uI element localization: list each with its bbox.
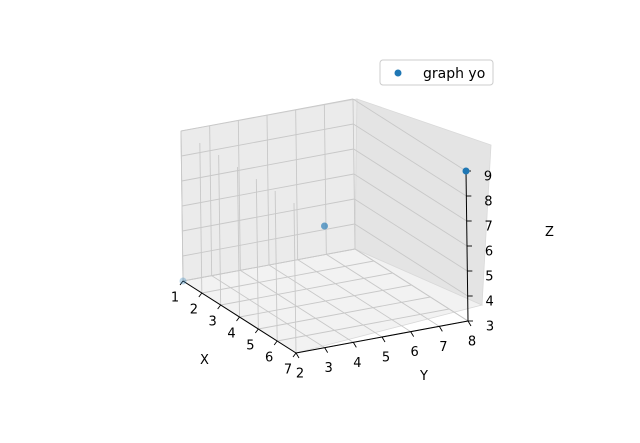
z-tick-label: 3	[486, 320, 494, 335]
grid-line-x-back	[274, 190, 278, 342]
grid-line-z-back-x	[180, 98, 354, 132]
y-tick-label: 3	[325, 361, 333, 376]
grid-line-z-back-x	[181, 148, 354, 182]
z-tick-label: 7	[485, 220, 493, 235]
y-tick-mark	[324, 347, 329, 353]
grid-line-y-floor	[211, 275, 325, 349]
x-tick-mark	[179, 280, 184, 286]
grid-line-z-back-y	[353, 148, 467, 222]
x-tick-label: 4	[227, 327, 235, 342]
y-tick-label: 5	[382, 351, 390, 366]
grid-line-z-back-x	[182, 198, 355, 232]
data-points	[179, 167, 470, 285]
y-tick-label: 4	[353, 356, 361, 371]
grid-line-y-floor	[297, 259, 411, 333]
grid-line-x-back	[237, 166, 240, 318]
y-tick-mark	[467, 320, 472, 327]
y-tick-label: 2	[296, 367, 304, 382]
z-axis-label: Z	[545, 225, 554, 240]
grid-line-x-back	[293, 202, 297, 354]
z-tick-label: 5	[485, 270, 493, 285]
grid-line-z-back-x	[182, 248, 356, 282]
x-axis-label: X	[200, 353, 209, 368]
x-tick-label: 3	[209, 315, 217, 330]
y-tick-mark	[410, 331, 415, 337]
grid-line-z-back-y	[353, 173, 468, 247]
x-tick-label: 1	[171, 291, 179, 306]
data-point	[179, 277, 187, 285]
y-tick-mark	[438, 326, 443, 332]
legend-marker	[394, 69, 402, 77]
grid-line-x-back	[255, 178, 259, 330]
grid-line-z-back-y	[354, 223, 468, 297]
grid-line-z-back-x	[181, 173, 355, 207]
y-tick-mark	[295, 352, 300, 359]
legend-label: graph yo	[423, 66, 485, 82]
z-tick-label: 4	[486, 295, 494, 310]
x-tick-mark	[217, 304, 222, 310]
grid-lines	[180, 98, 469, 354]
grid-line-z-back-x	[182, 223, 355, 257]
grid-line-z-back-x	[181, 123, 354, 157]
grid-line-y-floor	[268, 264, 383, 338]
grid-line-z-back-y	[354, 198, 468, 272]
y-tick-label: 6	[411, 345, 419, 360]
x-tick-mark	[236, 316, 240, 322]
y-tick-label: 7	[439, 340, 447, 355]
x-tick-label: 2	[190, 303, 198, 318]
grid-line-y-floor	[326, 253, 440, 327]
y-axis-label: Y	[419, 369, 428, 384]
y-tick-mark	[381, 336, 386, 343]
data-point	[321, 222, 328, 230]
y-tick-label: 8	[468, 335, 476, 350]
grid-line-z-back-y	[353, 123, 467, 197]
data-point	[462, 167, 470, 175]
z-tick-label: 6	[485, 245, 493, 260]
z-tick-label: 8	[484, 195, 492, 210]
x-tick-mark	[254, 328, 259, 334]
x-tick-label: 7	[284, 363, 292, 378]
grid-line-x-back	[199, 142, 203, 294]
x-tick-label: 5	[246, 339, 254, 354]
legend-box	[379, 59, 494, 86]
legend: graph yo	[379, 59, 494, 86]
grid-line-x-back	[218, 154, 222, 306]
x-tick-mark	[198, 292, 203, 298]
grid-line-z-back-y	[352, 98, 467, 172]
x-tick-mark	[273, 340, 278, 346]
tick-marks	[179, 170, 473, 359]
x-tick-mark	[292, 352, 297, 358]
x-tick-label: 6	[265, 351, 273, 366]
z-tick-label: 9	[484, 170, 492, 185]
grid-line-y-floor	[240, 269, 354, 343]
y-tick-mark	[352, 342, 357, 348]
grid-line-z-back-y	[354, 248, 469, 322]
pane-back-y	[354, 98, 492, 306]
